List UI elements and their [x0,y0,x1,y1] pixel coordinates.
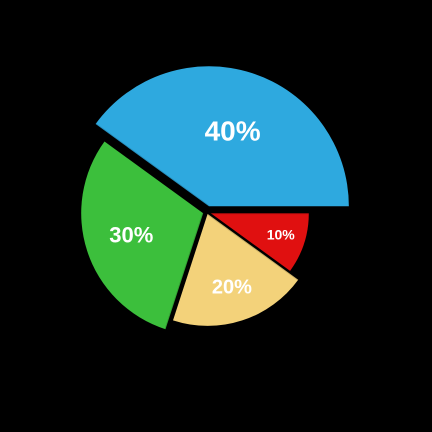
pie-slice-30 [81,141,204,330]
pie-slice-label: 40% [205,115,261,146]
pie-slice-40 [95,66,349,207]
pie-slice-20 [173,213,299,326]
pie-slice-edge [207,213,299,281]
pie-slice-edge [164,212,205,330]
pie-slice-label: 10% [267,227,296,243]
pie-slice-label: 20% [212,277,252,299]
pie-slice-10 [210,213,309,271]
pie-slice-edge [95,123,210,208]
pie-slice-label: 30% [109,222,153,247]
